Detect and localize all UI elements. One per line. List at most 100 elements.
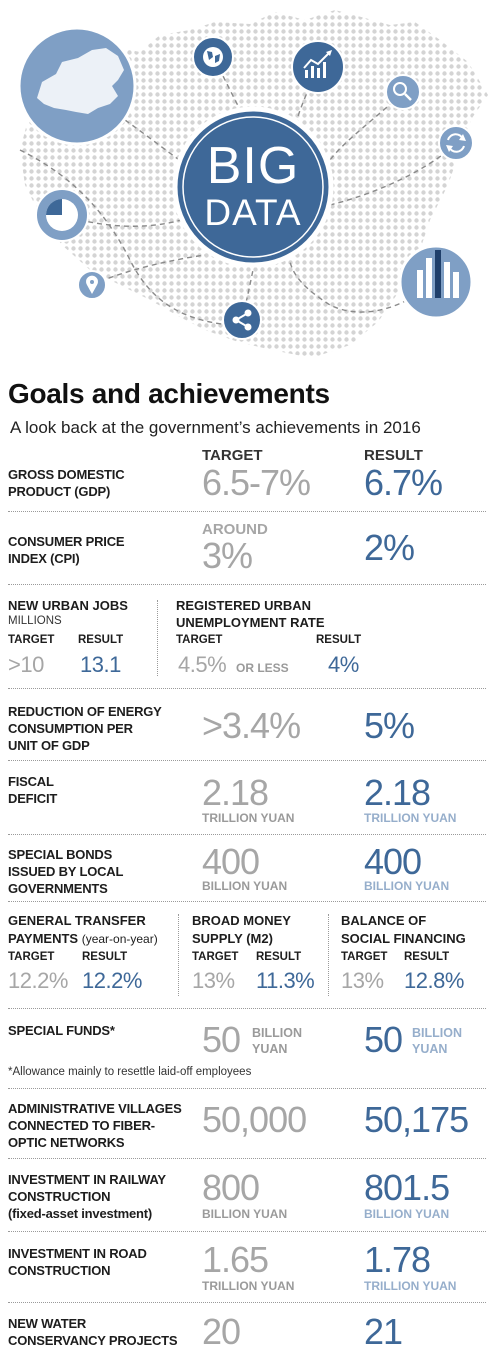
social-financing-head-2: SOCIAL FINANCING [341, 931, 466, 946]
label-line: SPECIAL FUNDS* [8, 1023, 115, 1038]
globe-icon [192, 36, 234, 78]
row-label-gdp: GROSS DOMESTIC PRODUCT (GDP) [8, 466, 125, 500]
unit-line: YUAN [252, 1042, 288, 1056]
deficit-result: 2.18 [364, 772, 431, 813]
share-icon [222, 300, 262, 340]
bonds-target: 400 [202, 841, 260, 882]
row-label-road: INVESTMENT IN ROAD CONSTRUCTION [8, 1245, 147, 1279]
label-line: CONSTRUCTION [8, 1189, 111, 1204]
label-line: FISCAL [8, 774, 54, 789]
m2-head-2: SUPPLY (M2) [192, 931, 273, 946]
bar-chart-icon [398, 244, 474, 320]
china-map-icon [37, 48, 124, 114]
big-data-line1: BIG [207, 137, 300, 195]
energy-result: 5% [364, 705, 415, 746]
villages-target: 50,000 [202, 1099, 307, 1140]
funds-result-unit: BILLION YUAN [412, 1025, 462, 1057]
trend-chart-icon [291, 40, 345, 94]
deficit-target-unit: TRILLION YUAN [202, 811, 295, 825]
row-separator [8, 688, 486, 689]
label-line: NEW WATER [8, 1316, 87, 1331]
unemployment-target-suffix: OR LESS [236, 661, 289, 675]
row-separator [8, 901, 486, 902]
transfer-result: 12.2% [82, 968, 142, 993]
row-label-cpi: CONSUMER PRICE INDEX (CPI) [8, 533, 125, 567]
railway-target-unit: BILLION YUAN [202, 1207, 288, 1221]
transfer-head-2-note: (year-on-year) [81, 932, 158, 946]
unemployment-result-label: RESULT [316, 634, 362, 646]
chart-subtitle: A look back at the government’s achievem… [10, 418, 421, 437]
transfer-head-2: PAYMENTS (year-on-year) [8, 931, 158, 946]
label-line: (fixed-asset investment) [8, 1206, 153, 1221]
transfer-head-2-text: PAYMENTS [8, 931, 79, 946]
unemployment-target-label: TARGET [176, 634, 223, 646]
transfer-target: 12.2% [8, 968, 68, 993]
transfer-target-label: TARGET [8, 951, 55, 963]
column-separator [178, 914, 179, 996]
label-line: ISSUED BY LOCAL [8, 864, 124, 879]
cpi-target-prefix: AROUND [202, 521, 268, 538]
row-separator [8, 1008, 486, 1009]
label-line: OPTIC NETWORKS [8, 1135, 125, 1150]
m2-result-label: RESULT [256, 951, 302, 963]
label-line: SPECIAL BONDS [8, 847, 113, 862]
jobs-target-label: TARGET [8, 634, 55, 646]
road-target-unit: TRILLION YUAN [202, 1279, 295, 1293]
row-label-railway: INVESTMENT IN RAILWAY CONSTRUCTION (fixe… [8, 1171, 166, 1222]
search-icon [385, 74, 421, 110]
label-line: ADMINISTRATIVE VILLAGES [8, 1101, 182, 1116]
label-line: CONSERVANCY PROJECTS [8, 1333, 178, 1348]
funds-target: 50 [202, 1019, 241, 1060]
jobs-unit: MILLIONS [8, 615, 62, 627]
deficit-result-unit: TRILLION YUAN [364, 811, 457, 825]
row-separator [8, 760, 486, 761]
social-financing-result-label: RESULT [404, 951, 450, 963]
energy-target: >3.4% [202, 705, 301, 746]
row-label-energy: REDUCTION OF ENERGY CONSUMPTION PER UNIT… [8, 703, 162, 754]
social-financing-result: 12.8% [404, 968, 464, 993]
m2-target: 13% [192, 968, 235, 993]
label-line: CONNECTED TO FIBER- [8, 1118, 155, 1133]
bonds-result: 400 [364, 841, 422, 882]
unit-line: BILLION [412, 1026, 462, 1040]
label-line: CONSUMPTION PER [8, 721, 133, 736]
bonds-target-unit: BILLION YUAN [202, 879, 288, 893]
row-label-deficit: FISCAL DEFICIT [8, 773, 57, 807]
big-data-hero-graphic: BIG DATA [17, 10, 488, 358]
jobs-head: NEW URBAN JOBS [8, 598, 128, 613]
row-label-villages: ADMINISTRATIVE VILLAGES CONNECTED TO FIB… [8, 1100, 182, 1151]
cpi-result: 2% [364, 527, 415, 568]
column-separator [328, 914, 329, 996]
jobs-result: 13.1 [80, 652, 121, 677]
unemployment-head-2: UNEMPLOYMENT RATE [176, 615, 325, 630]
m2-result: 11.3% [256, 968, 315, 993]
row-separator [8, 834, 486, 835]
label-line: GOVERNMENTS [8, 881, 108, 896]
label-line: DEFICIT [8, 791, 58, 806]
label-line: UNIT OF GDP [8, 738, 90, 753]
label-line: GROSS DOMESTIC [8, 467, 125, 482]
column-header-result: RESULT [364, 447, 423, 464]
cpi-target: 3% [202, 535, 253, 576]
unit-line: YUAN [412, 1042, 448, 1056]
label-line: INVESTMENT IN ROAD [8, 1246, 147, 1261]
unit-line: BILLION [252, 1026, 302, 1040]
m2-target-label: TARGET [192, 951, 239, 963]
deficit-target: 2.18 [202, 772, 269, 813]
water-result: 21 [364, 1311, 403, 1352]
unemployment-target: 4.5% [178, 652, 227, 677]
row-separator [8, 511, 486, 512]
m2-head-1: BROAD MONEY [192, 913, 291, 928]
row-label-funds: SPECIAL FUNDS* [8, 1022, 115, 1039]
label-line: INDEX (CPI) [8, 551, 80, 566]
location-pin-icon [77, 270, 107, 300]
label-line: PRODUCT (GDP) [8, 484, 111, 499]
social-financing-target: 13% [341, 968, 384, 993]
railway-target: 800 [202, 1167, 260, 1208]
row-separator [8, 584, 486, 585]
label-line: INVESTMENT IN RAILWAY [8, 1172, 166, 1187]
label-line: REDUCTION OF ENERGY [8, 704, 162, 719]
railway-result: 801.5 [364, 1167, 450, 1208]
gdp-target: 6.5-7% [202, 462, 311, 503]
row-separator [8, 1302, 486, 1303]
